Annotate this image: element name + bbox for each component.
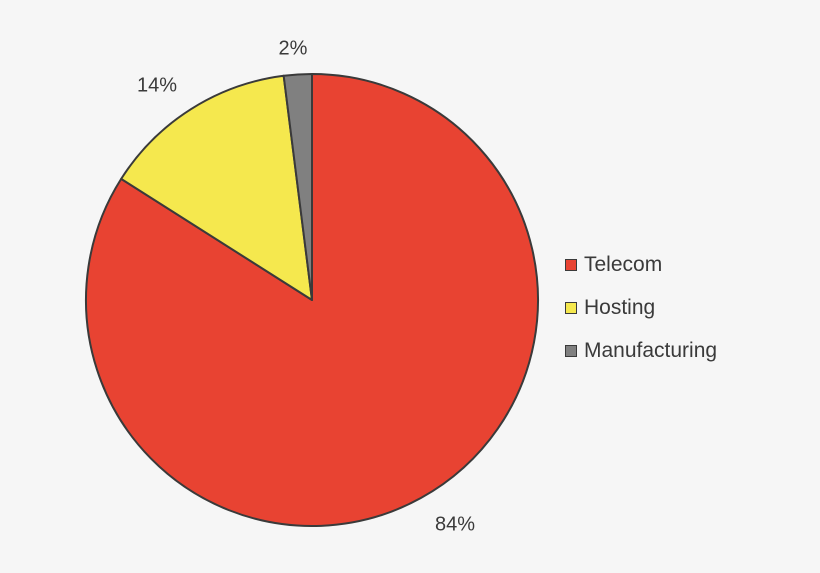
pie-slices <box>85 72 539 527</box>
legend-item-hosting: Hosting <box>565 286 805 329</box>
legend-swatch-hosting <box>565 301 577 314</box>
pie-slice-manufacturing <box>282 72 313 301</box>
legend-label-hosting: Hosting <box>584 295 656 319</box>
legend-item-manufacturing: Manufacturing <box>565 329 805 372</box>
legend-swatch-manufacturing <box>565 344 577 357</box>
data-label-telecom: 84% <box>435 513 475 535</box>
pie-data-labels: 84% 14% 2% <box>137 37 475 535</box>
legend: Telecom Hosting Manufacturing <box>565 243 805 372</box>
legend-item-telecom: Telecom <box>565 243 805 286</box>
legend-swatch-telecom <box>565 258 577 271</box>
data-label-manufacturing: 2% <box>279 37 308 59</box>
data-label-hosting: 14% <box>137 74 177 96</box>
legend-label-manufacturing: Manufacturing <box>584 338 718 362</box>
pie-slice-hosting <box>120 74 313 301</box>
legend-label-telecom: Telecom <box>584 252 663 276</box>
